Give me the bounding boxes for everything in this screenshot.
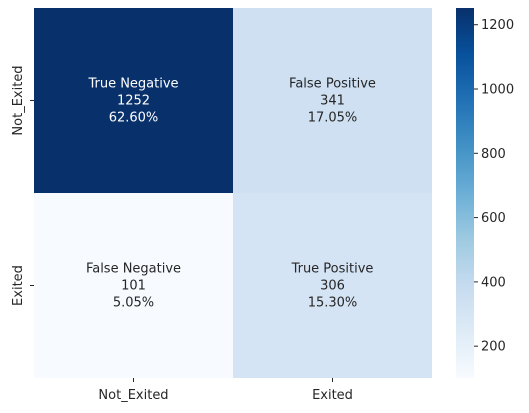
colorbar-tick-label: 800	[481, 147, 506, 162]
heatmap-cell	[34, 193, 233, 378]
colorbar-tick-label: 1200	[481, 18, 514, 33]
cell-percent: 62.60%	[109, 111, 159, 126]
cell-label: True Negative	[87, 77, 178, 92]
colorbar-tick-label: 600	[481, 211, 506, 226]
cell-label: True Positive	[291, 262, 374, 277]
colorbar-tick-label: 400	[481, 275, 506, 290]
cell-label: False Positive	[289, 77, 376, 92]
y-axis-ticks: Not_Exited Exited	[11, 65, 34, 306]
colorbar: 200 400 600 800 1000 1200	[456, 8, 514, 378]
x-tick-label: Not_Exited	[98, 388, 168, 403]
cell-percent: 5.05%	[113, 296, 154, 311]
cell-count: 101	[121, 279, 146, 294]
cell-count: 341	[320, 94, 345, 109]
cell-count: 306	[320, 279, 345, 294]
colorbar-tick-label: 1000	[481, 83, 514, 98]
x-tick-label: Exited	[312, 388, 353, 403]
cell-percent: 17.05%	[308, 111, 358, 126]
x-axis-ticks: Not_Exited Exited	[98, 378, 353, 403]
cell-percent: 15.30%	[308, 296, 358, 311]
cell-label: False Negative	[86, 262, 181, 277]
colorbar-tick-label: 200	[481, 340, 506, 355]
cell-count: 1252	[117, 94, 150, 109]
heatmap-cell	[233, 8, 432, 193]
heatmap-cells: True Negative 1252 62.60% False Positive 341…	[34, 8, 432, 378]
heatmap-cell	[34, 8, 233, 193]
y-tick-label: Exited	[11, 265, 26, 306]
colorbar-gradient	[456, 8, 474, 378]
heatmap-cell	[233, 193, 432, 378]
y-tick-label: Not_Exited	[11, 65, 26, 135]
